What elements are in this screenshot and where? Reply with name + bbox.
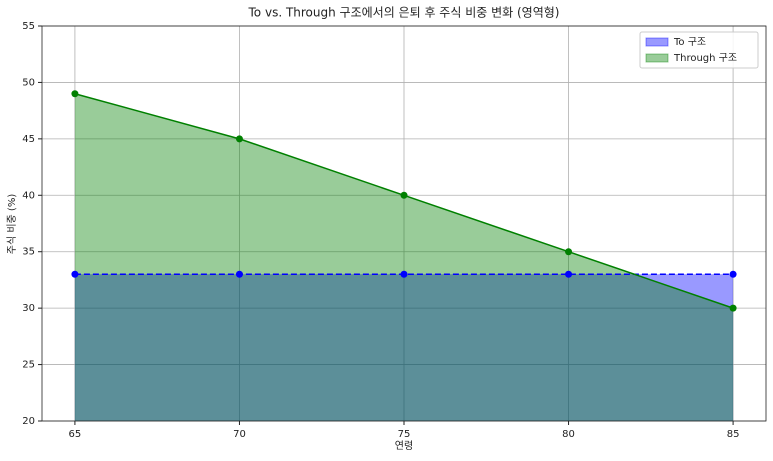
legend-label: Through 구조 — [673, 53, 737, 64]
area-fill — [74, 274, 734, 421]
point — [400, 270, 408, 278]
legend-label: To 구조 — [673, 37, 706, 48]
point — [400, 191, 408, 199]
y-tick-label: 40 — [22, 190, 35, 201]
y-tick-label: 25 — [22, 360, 35, 371]
plot-frame — [41, 25, 767, 422]
point — [729, 270, 737, 278]
x-tick-label: 70 — [233, 429, 246, 440]
legend: To 구조 Through 구조 — [639, 31, 759, 69]
x-tick-label: 85 — [727, 429, 740, 440]
chart-title: To vs. Through 구조에서의 은퇴 후 주식 비중 변화 (영역형) — [248, 6, 560, 20]
point — [235, 135, 243, 143]
y-tick-label: 20 — [22, 416, 35, 427]
legend-swatch — [645, 53, 669, 63]
legend-swatch — [645, 37, 669, 47]
x-tick-label: 65 — [69, 429, 82, 440]
y-tick-label: 55 — [22, 21, 35, 32]
point — [71, 90, 79, 98]
x-axis-label: 연령 — [395, 440, 413, 452]
y-tick-label: 35 — [22, 247, 35, 258]
x-tick-label: 75 — [398, 429, 411, 440]
point — [71, 270, 79, 278]
point — [235, 270, 243, 278]
area-fill — [74, 93, 734, 421]
point — [565, 270, 573, 278]
y-tick-label: 50 — [22, 77, 35, 88]
y-axis-label: 주식 비중 (%) — [6, 194, 18, 255]
legend-box — [639, 31, 759, 69]
x-tick-label: 80 — [562, 429, 575, 440]
y-tick-label: 30 — [22, 303, 35, 314]
point — [565, 248, 573, 256]
point — [729, 304, 737, 312]
y-tick-label: 45 — [22, 134, 35, 145]
